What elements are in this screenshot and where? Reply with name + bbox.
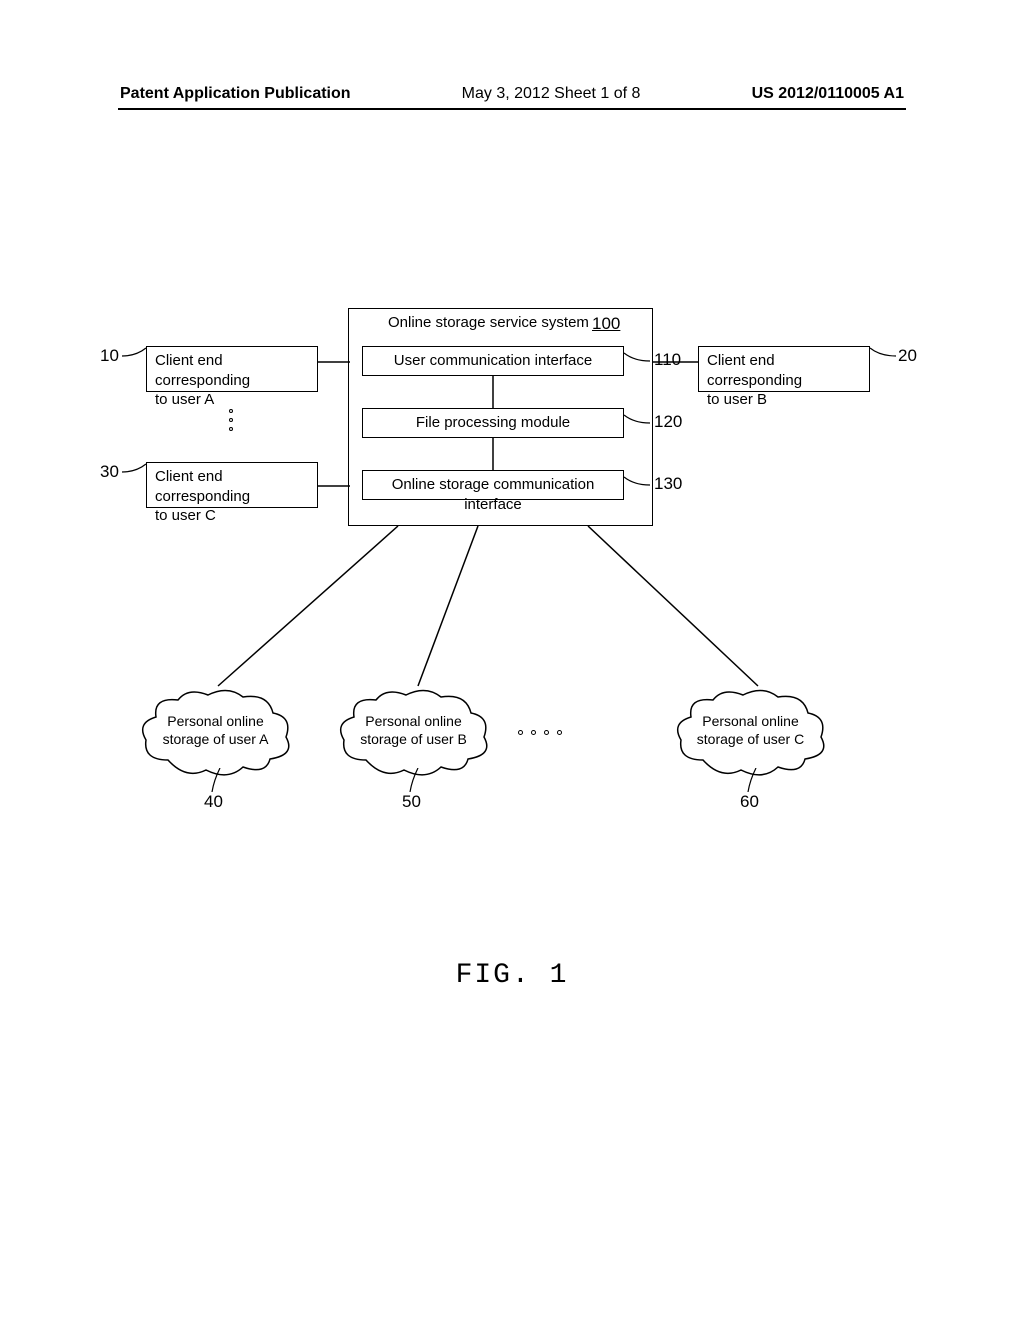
- vdots-clients: [228, 404, 234, 436]
- ref-40: 40: [204, 792, 223, 812]
- ref-60: 60: [740, 792, 759, 812]
- hdots-clouds: [518, 730, 562, 736]
- client-30: Client end corresponding to user C: [146, 462, 318, 508]
- leader-30: [122, 462, 148, 476]
- cloud-40-l2: storage of user A: [163, 731, 269, 747]
- leader-40: [210, 768, 224, 792]
- cloud-60: Personal online storage of user C: [673, 685, 828, 780]
- client-30-l2: to user C: [155, 507, 216, 524]
- cloud-60-l2: storage of user C: [697, 731, 804, 747]
- module-120-label: File processing module: [416, 414, 570, 431]
- ref-120: 120: [654, 412, 682, 432]
- figure-diagram: Online storage service system 100 User c…: [118, 290, 908, 870]
- leader-110: [624, 351, 652, 365]
- cloud-60-l1: Personal online: [702, 713, 799, 729]
- cloud-50: Personal online storage of user B: [336, 685, 491, 780]
- module-110: User communication interface: [362, 346, 624, 376]
- header-center: May 3, 2012 Sheet 1 of 8: [462, 85, 641, 103]
- leader-60: [746, 768, 760, 792]
- conn-20-sys: [653, 360, 698, 364]
- module-110-label: User communication interface: [394, 352, 592, 369]
- ref-130: 130: [654, 474, 682, 494]
- conn-sys-clouds: [118, 526, 908, 701]
- ref-50: 50: [402, 792, 421, 812]
- header-right: US 2012/0110005 A1: [752, 85, 904, 103]
- header-left: Patent Application Publication: [120, 85, 351, 103]
- cloud-40-l1: Personal online: [167, 713, 264, 729]
- client-20: Client end corresponding to user B: [698, 346, 870, 392]
- ref-10: 10: [100, 346, 119, 366]
- client-20-l2: to user B: [707, 391, 767, 408]
- client-10: Client end corresponding to user A: [146, 346, 318, 392]
- cloud-50-l1: Personal online: [365, 713, 462, 729]
- cloud-50-l2: storage of user B: [360, 731, 467, 747]
- client-30-l1: Client end corresponding: [155, 468, 250, 505]
- client-10-l2: to user A: [155, 391, 214, 408]
- leader-10: [122, 346, 148, 360]
- leader-130: [624, 475, 652, 489]
- module-130: Online storage communication interface: [362, 470, 624, 500]
- client-10-l1: Client end corresponding: [155, 352, 250, 389]
- conn-120-130: [491, 438, 495, 470]
- ref-20: 20: [898, 346, 917, 366]
- system-title: Online storage service system: [388, 314, 589, 331]
- module-120: File processing module: [362, 408, 624, 438]
- page-header: Patent Application Publication May 3, 20…: [120, 85, 904, 103]
- leader-20: [870, 346, 896, 360]
- cloud-40: Personal online storage of user A: [138, 685, 293, 780]
- conn-110-120: [491, 376, 495, 408]
- header-rule: [118, 108, 906, 110]
- ref-30: 30: [100, 462, 119, 482]
- conn-10-sys: [318, 360, 350, 364]
- leader-120: [624, 413, 652, 427]
- figure-label: FIG. 1: [0, 960, 1024, 991]
- conn-30-sys: [318, 484, 350, 488]
- system-ref: 100: [592, 314, 620, 334]
- client-20-l1: Client end corresponding: [707, 352, 802, 389]
- leader-50: [408, 768, 422, 792]
